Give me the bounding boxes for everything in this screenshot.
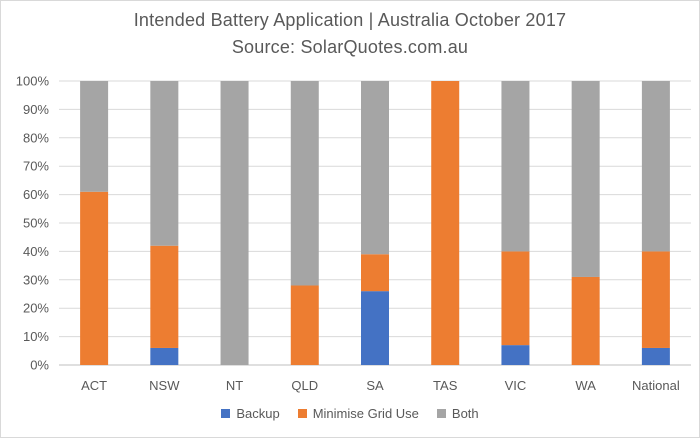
y-tick-label: 70%: [23, 159, 49, 174]
x-tick-label: ACT: [81, 378, 107, 393]
y-tick-label: 90%: [23, 102, 49, 117]
bar-segment-both: [220, 81, 249, 365]
x-tick-label: QLD: [291, 378, 318, 393]
bar-segment-minimise-grid-use: [80, 191, 109, 365]
bar-segment-minimise-grid-use: [641, 251, 670, 348]
bar-segment-both: [641, 81, 670, 252]
bar-segment-backup: [150, 347, 179, 365]
y-tick-label: 10%: [23, 329, 49, 344]
x-tick-label: TAS: [433, 378, 458, 393]
bar-segment-minimise-grid-use: [150, 245, 179, 348]
legend-label: Backup: [236, 406, 280, 421]
x-tick-label: WA: [575, 378, 596, 393]
bar-segment-both: [80, 81, 109, 192]
x-tick-label: NSW: [149, 378, 180, 393]
bar-segment-minimise-grid-use: [431, 81, 460, 365]
chart-legend: Backup Minimise Grid Use Both: [1, 406, 699, 421]
chart-subtitle: Source: SolarQuotes.com.au: [231, 37, 469, 57]
legend-swatch: [436, 409, 446, 418]
legend-item: Minimise Grid Use: [297, 406, 419, 421]
legend-item: Both: [436, 406, 479, 421]
x-tick-label: National: [632, 378, 680, 393]
bar-segment-both: [571, 81, 600, 277]
y-tick-label: 80%: [23, 130, 49, 145]
y-tick-label: 100%: [16, 74, 50, 89]
bar-segment-backup: [361, 291, 389, 365]
bar-segment-backup: [501, 345, 530, 365]
x-tick-label: SA: [366, 378, 384, 393]
legend-item: Backup: [221, 406, 280, 421]
y-tick-label: 60%: [23, 187, 49, 202]
y-tick-label: 0%: [30, 358, 49, 373]
legend-label: Minimise Grid Use: [312, 406, 419, 421]
bar-segment-both: [501, 81, 530, 252]
bar-segment-backup: [641, 347, 670, 365]
y-tick-label: 50%: [23, 216, 49, 231]
bar-segment-both: [361, 81, 389, 255]
bar-segment-both: [150, 81, 179, 246]
chart-title: Intended Battery Application | Australia…: [133, 10, 567, 30]
y-tick-label: 40%: [23, 244, 49, 259]
legend-swatch: [297, 409, 307, 418]
y-tick-label: 30%: [23, 272, 49, 287]
bar-segment-minimise-grid-use: [501, 251, 530, 346]
bar-segment-minimise-grid-use: [571, 276, 600, 365]
legend-label: Both: [451, 406, 479, 421]
bar-segment-both: [290, 81, 319, 286]
legend-swatch: [221, 409, 231, 418]
y-tick-label: 20%: [23, 301, 49, 316]
bar-segment-minimise-grid-use: [290, 285, 319, 365]
bar-segment-minimise-grid-use: [361, 254, 389, 292]
x-tick-label: VIC: [505, 378, 527, 393]
x-tick-label: NT: [226, 378, 243, 393]
